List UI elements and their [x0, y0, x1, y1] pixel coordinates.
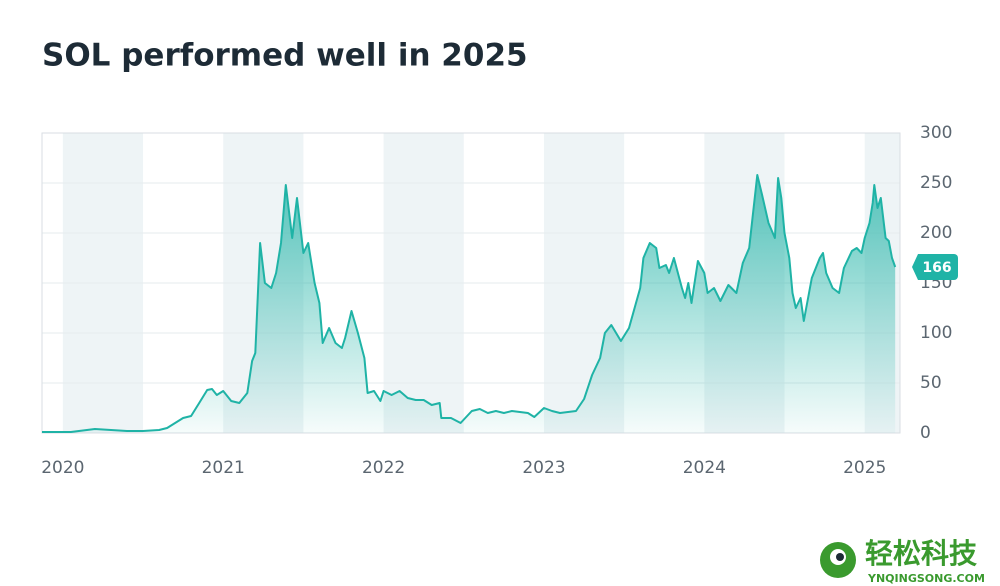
x-tick-label: 2025: [843, 458, 886, 478]
x-tick-label: 2023: [522, 458, 565, 478]
y-tick-label: 200: [920, 223, 952, 243]
y-tick-label: 50: [920, 373, 942, 393]
y-tick-label: 250: [920, 173, 952, 193]
chart-title: SOL performed well in 2025: [42, 38, 528, 74]
line: [42, 174, 897, 433]
watermark-site: YNQINGSONG.COM: [867, 572, 985, 585]
x-tick-label: 2021: [202, 458, 245, 478]
y-tick-label: 300: [920, 123, 952, 143]
x-tick-label: 2020: [41, 458, 84, 478]
watermark-logo-pupil: [836, 553, 844, 561]
watermark: 轻松科技 YNQINGSONG.COM: [820, 537, 985, 585]
last-value-badge: [912, 254, 958, 280]
x-tick-label: 2022: [362, 458, 405, 478]
y-tick-label: 0: [920, 423, 931, 443]
y-tick-label: 100: [920, 323, 952, 343]
area: [42, 175, 896, 433]
watermark-name: 轻松科技: [865, 537, 977, 570]
last-value-label: 166: [922, 260, 951, 276]
x-tick-label: 2024: [683, 458, 726, 478]
